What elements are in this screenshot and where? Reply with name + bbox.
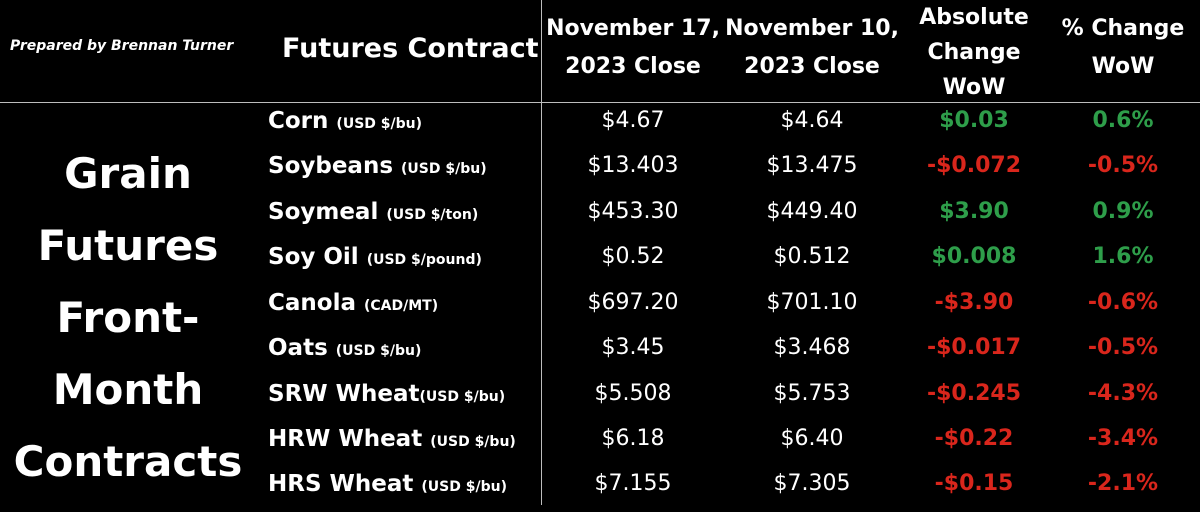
percent-change: -0.6% (1087, 290, 1159, 315)
header-current-close: November 17, 2023 Close (545, 10, 721, 86)
previous-close: $449.40 (766, 199, 858, 224)
contract-unit: (USD $/pound) (366, 252, 482, 268)
header-current-line-2: 2023 Close (565, 54, 701, 79)
header-current-line-1: November 17, (546, 16, 720, 41)
contract-unit: (USD $/bu) (401, 161, 487, 177)
contract-unit: (CAD/MT) (364, 298, 439, 314)
contract-name: Corn (USD $/bu) (268, 108, 422, 134)
header-previous-line-2: 2023 Close (744, 54, 880, 79)
contract-name: Soybeans (USD $/bu) (268, 153, 487, 179)
side-title-line-3: Front- (56, 293, 200, 342)
contract-name: Soymeal (USD $/ton) (268, 199, 478, 225)
current-close: $697.20 (587, 290, 679, 315)
current-close: $5.508 (594, 381, 672, 406)
contract-label: HRS Wheat (268, 471, 414, 497)
contract-unit: (USD $/bu) (335, 343, 422, 359)
percent-change: 1.6% (1092, 244, 1154, 269)
contract-unit: (USD $/bu) (419, 389, 506, 405)
current-close: $0.52 (601, 244, 665, 269)
absolute-change: -$0.22 (934, 426, 1014, 451)
previous-close: $6.40 (780, 426, 844, 451)
header-divider (0, 102, 1200, 103)
side-title: Grain Futures Front- Month Contracts (0, 138, 256, 498)
header-pct-line-2: WoW (1091, 54, 1155, 79)
current-close: $13.403 (587, 153, 679, 178)
side-title-line-1: Grain (64, 149, 192, 198)
header-percent-change: % Change WoW (1048, 10, 1198, 86)
previous-close: $5.753 (773, 381, 851, 406)
percent-change: 0.9% (1092, 199, 1154, 224)
table-row: Canola (CAD/MT) $697.20 $701.10 -$3.90 -… (0, 286, 1200, 331)
contract-name: Soy Oil (USD $/pound) (268, 244, 482, 270)
percent-change: -3.4% (1087, 426, 1159, 451)
table-row: HRW Wheat (USD $/bu) $6.18 $6.40 -$0.22 … (0, 422, 1200, 467)
header-abs-line-1: Absolute (919, 5, 1029, 30)
contract-name: HRW Wheat (USD $/bu) (268, 426, 516, 452)
table-row: Oats (USD $/bu) $3.45 $3.468 -$0.017 -0.… (0, 331, 1200, 376)
table-row: Soymeal (USD $/ton) $453.30 $449.40 $3.9… (0, 195, 1200, 240)
contract-name: SRW Wheat(USD $/bu) (268, 381, 505, 407)
absolute-change: -$3.90 (934, 290, 1014, 315)
previous-close: $4.64 (780, 108, 844, 133)
side-title-line-5: Contracts (13, 437, 243, 486)
contract-label: Canola (268, 290, 356, 316)
table-row: SRW Wheat(USD $/bu) $5.508 $5.753 -$0.24… (0, 377, 1200, 422)
contract-unit: (USD $/bu) (430, 434, 516, 450)
previous-close: $701.10 (766, 290, 858, 315)
percent-change: -0.5% (1087, 153, 1159, 178)
header-pct-line-1: % Change (1061, 16, 1185, 41)
contract-label: Soymeal (268, 199, 379, 225)
previous-close: $13.475 (766, 153, 858, 178)
contract-name: Canola (CAD/MT) (268, 290, 438, 316)
credit-text: Prepared by Brennan Turner (10, 38, 234, 54)
contract-unit: (USD $/ton) (386, 207, 479, 223)
side-title-line-2: Futures (37, 221, 219, 270)
header-abs-line-3: WoW (942, 75, 1006, 100)
contract-label: Soy Oil (268, 244, 359, 270)
header-abs-line-2: Change (927, 40, 1021, 65)
table-row: Soybeans (USD $/bu) $13.403 $13.475 -$0.… (0, 149, 1200, 194)
table-row: Soy Oil (USD $/pound) $0.52 $0.512 $0.00… (0, 240, 1200, 285)
absolute-change: -$0.072 (926, 153, 1022, 178)
absolute-change: $0.03 (939, 108, 1009, 133)
previous-close: $0.512 (773, 244, 851, 269)
table-row: HRS Wheat (USD $/bu) $7.155 $7.305 -$0.1… (0, 467, 1200, 512)
contract-unit: (USD $/bu) (421, 479, 507, 495)
percent-change: -4.3% (1087, 381, 1159, 406)
percent-change: 0.6% (1092, 108, 1154, 133)
contract-label: SRW Wheat (268, 381, 420, 407)
contract-label: HRW Wheat (268, 426, 423, 452)
contract-name: HRS Wheat (USD $/bu) (268, 471, 507, 497)
absolute-change: -$0.017 (926, 335, 1022, 360)
header-futures-contract: Futures Contract (282, 33, 539, 64)
contract-label: Soybeans (268, 153, 394, 179)
current-close: $4.67 (601, 108, 665, 133)
side-title-line-4: Month (52, 365, 204, 414)
header-previous-close: November 10, 2023 Close (724, 10, 900, 86)
percent-change: -0.5% (1087, 335, 1159, 360)
previous-close: $7.305 (773, 471, 851, 496)
header-previous-line-1: November 10, (725, 16, 899, 41)
contract-name: Oats (USD $/bu) (268, 335, 421, 361)
absolute-change: $0.008 (931, 244, 1017, 269)
header-absolute-change: Absolute Change WoW (904, 0, 1044, 105)
percent-change: -2.1% (1087, 471, 1159, 496)
contract-unit: (USD $/bu) (336, 116, 423, 132)
table-row: Corn (USD $/bu) $4.67 $4.64 $0.03 0.6% (0, 104, 1200, 149)
column-divider (541, 0, 542, 505)
current-close: $453.30 (587, 199, 679, 224)
absolute-change: -$0.15 (934, 471, 1014, 496)
current-close: $7.155 (594, 471, 672, 496)
contract-label: Oats (268, 335, 328, 361)
absolute-change: $3.90 (939, 199, 1009, 224)
current-close: $3.45 (601, 335, 665, 360)
previous-close: $3.468 (773, 335, 851, 360)
current-close: $6.18 (601, 426, 665, 451)
contract-label: Corn (268, 108, 329, 134)
absolute-change: -$0.245 (926, 381, 1022, 406)
